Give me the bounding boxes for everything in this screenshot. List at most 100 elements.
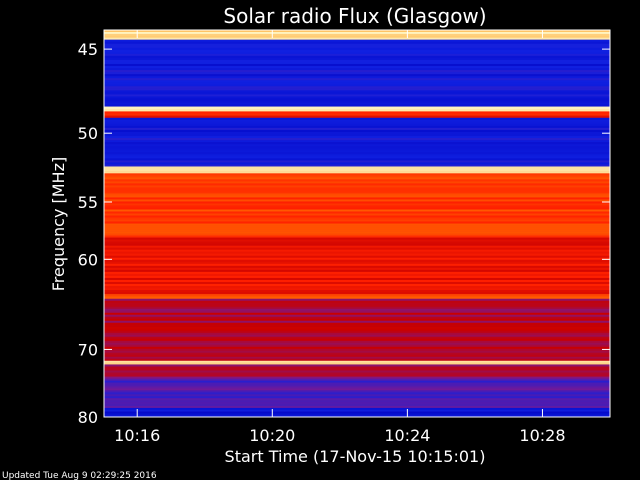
spectrogram-band — [104, 127, 610, 131]
spectrogram-band — [104, 142, 610, 145]
x-tick-label: 10:24 — [384, 426, 430, 445]
spectrogram-band — [104, 94, 610, 97]
spectrogram-band — [104, 310, 610, 314]
spectrogram-band — [104, 123, 610, 127]
spectrogram-band — [104, 96, 610, 99]
x-tick-label: 10:16 — [114, 426, 160, 445]
spectrogram-band — [104, 249, 610, 253]
spectrogram-band — [104, 279, 610, 283]
spectrogram-band — [104, 195, 610, 198]
spectrogram-band — [104, 388, 610, 391]
spectrogram-band — [104, 61, 610, 65]
spectrogram-band — [104, 332, 610, 336]
spectrogram-band — [104, 209, 610, 212]
spectrogram-band — [104, 376, 610, 379]
spectrogram-band — [104, 336, 610, 340]
spectrogram-band — [104, 119, 610, 123]
spectrogram-band — [104, 146, 610, 149]
spectrogram-band — [104, 59, 610, 63]
spectrogram-band — [104, 394, 610, 397]
spectrogram-band — [104, 263, 610, 267]
spectrogram-band — [104, 84, 610, 87]
spectrogram-band — [104, 358, 610, 362]
spectrogram-band — [104, 51, 610, 55]
spectrogram-band — [104, 30, 610, 33]
spectrogram-band — [104, 45, 610, 49]
spectrogram-band — [104, 259, 610, 263]
spectrogram-band — [104, 185, 610, 188]
spectrogram-band — [104, 390, 610, 393]
spectrogram-band — [104, 406, 610, 409]
spectrogram-band — [104, 231, 610, 234]
spectrogram-band — [104, 37, 610, 40]
spectrogram-band — [104, 364, 610, 367]
spectrogram-band — [104, 239, 610, 242]
spectrogram-band — [104, 271, 610, 275]
spectrogram-band — [104, 413, 610, 416]
y-tick-label: 60 — [78, 250, 98, 269]
spectrogram-band — [104, 352, 610, 356]
spectrogram-band — [104, 261, 610, 265]
chart-title: Solar radio Flux (Glasgow) — [223, 4, 486, 28]
spectrogram-band — [104, 402, 610, 405]
updated-timestamp: Updated Tue Aug 9 02:29:25 2016 — [2, 471, 157, 480]
spectrogram-band — [104, 162, 610, 165]
spectrogram-band — [104, 47, 610, 51]
spectrogram-band — [104, 68, 610, 71]
spectrogram-band — [104, 31, 610, 35]
spectrogram-band — [104, 223, 610, 226]
spectrogram-band — [104, 92, 610, 95]
spectrogram-band — [104, 113, 610, 116]
spectrogram-band — [104, 374, 610, 377]
spectrogram-band — [104, 111, 610, 114]
spectrogram-band — [104, 284, 610, 287]
x-axis: 10:16 10:20 10:24 10:28 — [114, 30, 566, 445]
plot-frame — [103, 29, 611, 418]
spectrogram-band — [104, 72, 610, 75]
spectrogram-band — [104, 179, 610, 182]
spectrogram-band — [104, 199, 610, 202]
spectrogram-band — [104, 138, 610, 141]
spectrogram-band — [104, 108, 610, 112]
spectrogram-band — [104, 207, 610, 210]
spectrogram-band — [104, 308, 610, 312]
spectrogram-band — [104, 189, 610, 192]
spectrogram-band — [104, 300, 610, 304]
spectrogram-band — [104, 227, 610, 230]
spectrogram-band — [104, 372, 610, 375]
spectrogram-band — [104, 41, 610, 45]
spectrogram-band — [104, 314, 610, 318]
spectrogram-band — [104, 368, 610, 371]
spectrogram-band — [104, 55, 610, 59]
spectrogram-band — [104, 326, 610, 330]
spectrogram-band — [104, 400, 610, 403]
spectrogram-band — [104, 197, 610, 200]
spectrogram-band — [104, 183, 610, 186]
spectrogram-band — [104, 328, 610, 332]
spectrogram-band — [104, 205, 610, 208]
spectrogram-band — [104, 302, 610, 306]
spectrogram-band — [104, 181, 610, 184]
spectrogram-band — [104, 324, 610, 328]
spectrogram-band — [104, 129, 610, 133]
spectrogram-band — [104, 106, 610, 110]
spectrogram-band — [104, 245, 610, 248]
spectrogram-band — [104, 409, 610, 412]
spectrogram-band — [104, 221, 610, 224]
spectrogram-band — [104, 340, 610, 344]
spectrogram-band — [104, 362, 610, 365]
spectrogram-band — [104, 267, 610, 271]
spectrogram-band — [104, 225, 610, 228]
spectrogram-band — [104, 296, 610, 300]
y-tick-label: 50 — [78, 124, 98, 143]
spectrogram-band — [104, 251, 610, 255]
spectrogram-band — [104, 235, 610, 238]
x-tick-label: 10:28 — [519, 426, 565, 445]
spectrogram-band — [104, 35, 610, 39]
spectrogram-band — [104, 386, 610, 389]
spectrogram-band — [104, 39, 610, 42]
spectrogram-band — [104, 88, 610, 91]
spectrogram-band — [104, 382, 610, 385]
spectrogram-band — [104, 82, 610, 85]
spectrogram-band — [104, 294, 610, 297]
